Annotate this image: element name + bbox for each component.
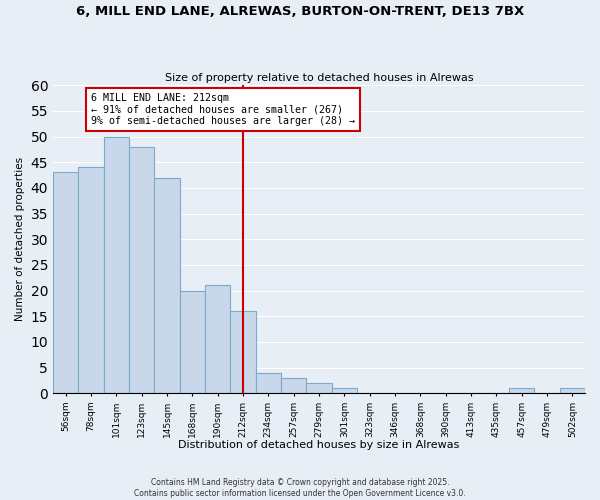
Text: 6, MILL END LANE, ALREWAS, BURTON-ON-TRENT, DE13 7BX: 6, MILL END LANE, ALREWAS, BURTON-ON-TRE… <box>76 5 524 18</box>
Text: 6 MILL END LANE: 212sqm
← 91% of detached houses are smaller (267)
9% of semi-de: 6 MILL END LANE: 212sqm ← 91% of detache… <box>91 93 355 126</box>
Bar <box>205 286 230 393</box>
Bar <box>129 147 154 393</box>
Bar <box>281 378 307 393</box>
Bar <box>560 388 585 393</box>
X-axis label: Distribution of detached houses by size in Alrewas: Distribution of detached houses by size … <box>178 440 460 450</box>
Bar <box>154 178 179 393</box>
Bar <box>509 388 535 393</box>
Text: Contains HM Land Registry data © Crown copyright and database right 2025.
Contai: Contains HM Land Registry data © Crown c… <box>134 478 466 498</box>
Bar <box>332 388 357 393</box>
Bar <box>179 290 205 393</box>
Bar <box>53 172 79 393</box>
Title: Size of property relative to detached houses in Alrewas: Size of property relative to detached ho… <box>165 73 473 83</box>
Bar <box>79 168 104 393</box>
Bar <box>104 136 129 393</box>
Bar <box>307 383 332 393</box>
Y-axis label: Number of detached properties: Number of detached properties <box>15 157 25 322</box>
Bar <box>230 311 256 393</box>
Bar <box>256 372 281 393</box>
